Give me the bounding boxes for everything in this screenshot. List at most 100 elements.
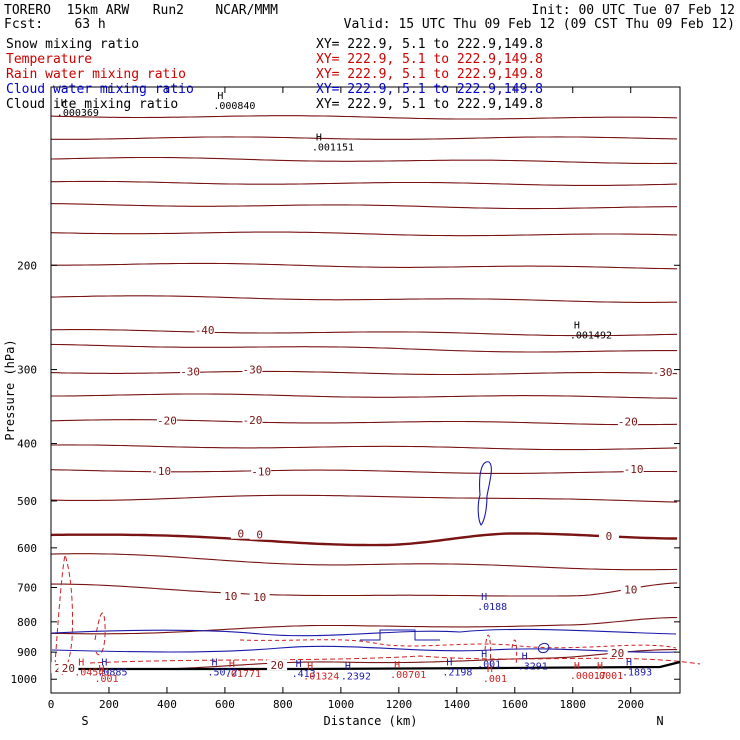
rain-contour [89,655,701,665]
high-marker: H [597,661,603,672]
legend-xy: XY= 222.9, 5.1 to 222.9,149.8 [316,52,543,67]
y-tick-label: 1000 [11,673,38,686]
temp-label-bg [607,646,628,658]
y-tick-label: 600 [17,542,37,555]
high-marker: H [446,657,452,668]
valid-time: Valid: 15 UTC Thu 09 Feb 12 (09 CST Thu … [343,17,735,32]
extremum-label: .001 [477,659,501,670]
legend-label: Temperature [6,52,92,67]
extremum-label: .1893 [622,667,652,678]
high-marker: H [345,662,351,673]
temp-label-bg [249,590,270,602]
y-tick-label: 200 [17,259,37,272]
temperature-label: 0 [256,529,263,542]
high-marker: H [481,649,487,660]
extremum-label: .0188 [477,602,507,613]
extremum-label: .001151 [312,142,354,153]
temperature-contour [50,329,678,337]
y-tick-label: 700 [17,581,37,594]
temperature-label: -20 [243,414,263,427]
temp-label-bg [58,662,79,674]
y-tick-label: 300 [17,364,37,377]
temperature-contour [50,295,678,303]
y-tick-label: 900 [17,646,37,659]
high-marker: H [212,657,218,668]
temperature-label: 10 [253,591,266,604]
rain-contour [94,612,106,656]
extremum-label: .000840 [213,101,255,112]
x-tick-label: 1600 [502,698,529,711]
high-marker: H [98,664,104,675]
temperature-contour [51,262,678,270]
temperature-contour [50,156,678,165]
temp-label-bg [249,528,270,540]
temperature-contour [51,582,678,597]
temp-label-bg [156,414,177,426]
temperature-contour [51,444,678,451]
temp-label-bg [151,464,172,476]
high-marker: H [101,657,107,668]
legend-xy: XY= 222.9, 5.1 to 222.9,149.8 [316,82,543,97]
legend-xy: XY= 222.9, 5.1 to 222.9,149.8 [316,37,543,52]
legend-xy: XY= 222.9, 5.1 to 222.9,149.8 [316,67,543,82]
extremum-label: .2198 [442,667,472,678]
extremum-label: .3291 [518,661,548,672]
terrain-surface [51,660,681,671]
high-marker: H [394,660,400,671]
x-tick-label: 400 [157,698,177,711]
x-tick-label: 1000 [328,698,355,711]
cloud-water-contour [477,461,492,526]
temperature-contour [51,393,678,399]
temp-label-bg [194,323,215,335]
temperature-contour [50,343,678,353]
extremum-label: .001 [94,674,118,685]
x-tick-label: 1200 [386,698,413,711]
temperature-label: 0 [238,528,245,541]
high-marker: H [296,659,302,670]
temp-label-bg [620,583,641,595]
temperature-contour [51,180,678,186]
temperature-contour [50,494,678,503]
extremum-label: .01324 [303,672,339,683]
temperature-contour [50,231,678,237]
high-marker: H [522,651,528,662]
temperature-label: 20 [270,659,283,672]
temperature-label: -10 [624,463,644,476]
high-marker: H [626,657,632,668]
high-marker: H [574,321,580,332]
temperature-label: -20 [157,415,177,428]
temperature-label: 10 [224,590,237,603]
x-tick-label: 200 [99,698,119,711]
high-marker: H [61,98,67,109]
temp-label-bg [242,414,263,426]
legend-label: Rain water mixing ratio [6,67,186,82]
cloud-water-contour [360,629,440,641]
temperature-contour [50,469,678,474]
cloud-water-contour [51,628,677,637]
temp-label-bg [180,365,201,377]
temp-label-bg [267,659,288,671]
temp-label-bg [251,465,272,477]
temperature-label: -10 [251,466,271,479]
temperature-contour [166,649,678,670]
y-tick-label: 800 [17,616,37,629]
cloud-water-contours [51,461,677,653]
high-marker: H [307,662,313,673]
y-tick-label: 400 [17,438,37,451]
forecast-hour: Fcst: 63 h [4,17,106,32]
temperature-label: -40 [195,324,215,337]
extremum-label: .00017 [570,671,606,682]
extremum-label: .04541 [74,667,110,678]
extremum-label: .5072 [208,667,238,678]
temperature-label: -10 [151,465,171,478]
legend: Snow mixing ratio XY= 222.9, 5.1 to 222.9… [6,37,543,112]
high-marker: H [574,661,580,672]
high-marker: H [316,132,322,143]
temp-label-bg [220,589,241,601]
extremum-label: .00701 [390,670,426,681]
extremum-label: .0001 [593,671,623,682]
high-marker: H [487,664,493,675]
high-marker: H [481,592,487,603]
temperature-label: 20 [611,647,624,660]
legend-label: Cloud ice mixing ratio [6,97,178,112]
